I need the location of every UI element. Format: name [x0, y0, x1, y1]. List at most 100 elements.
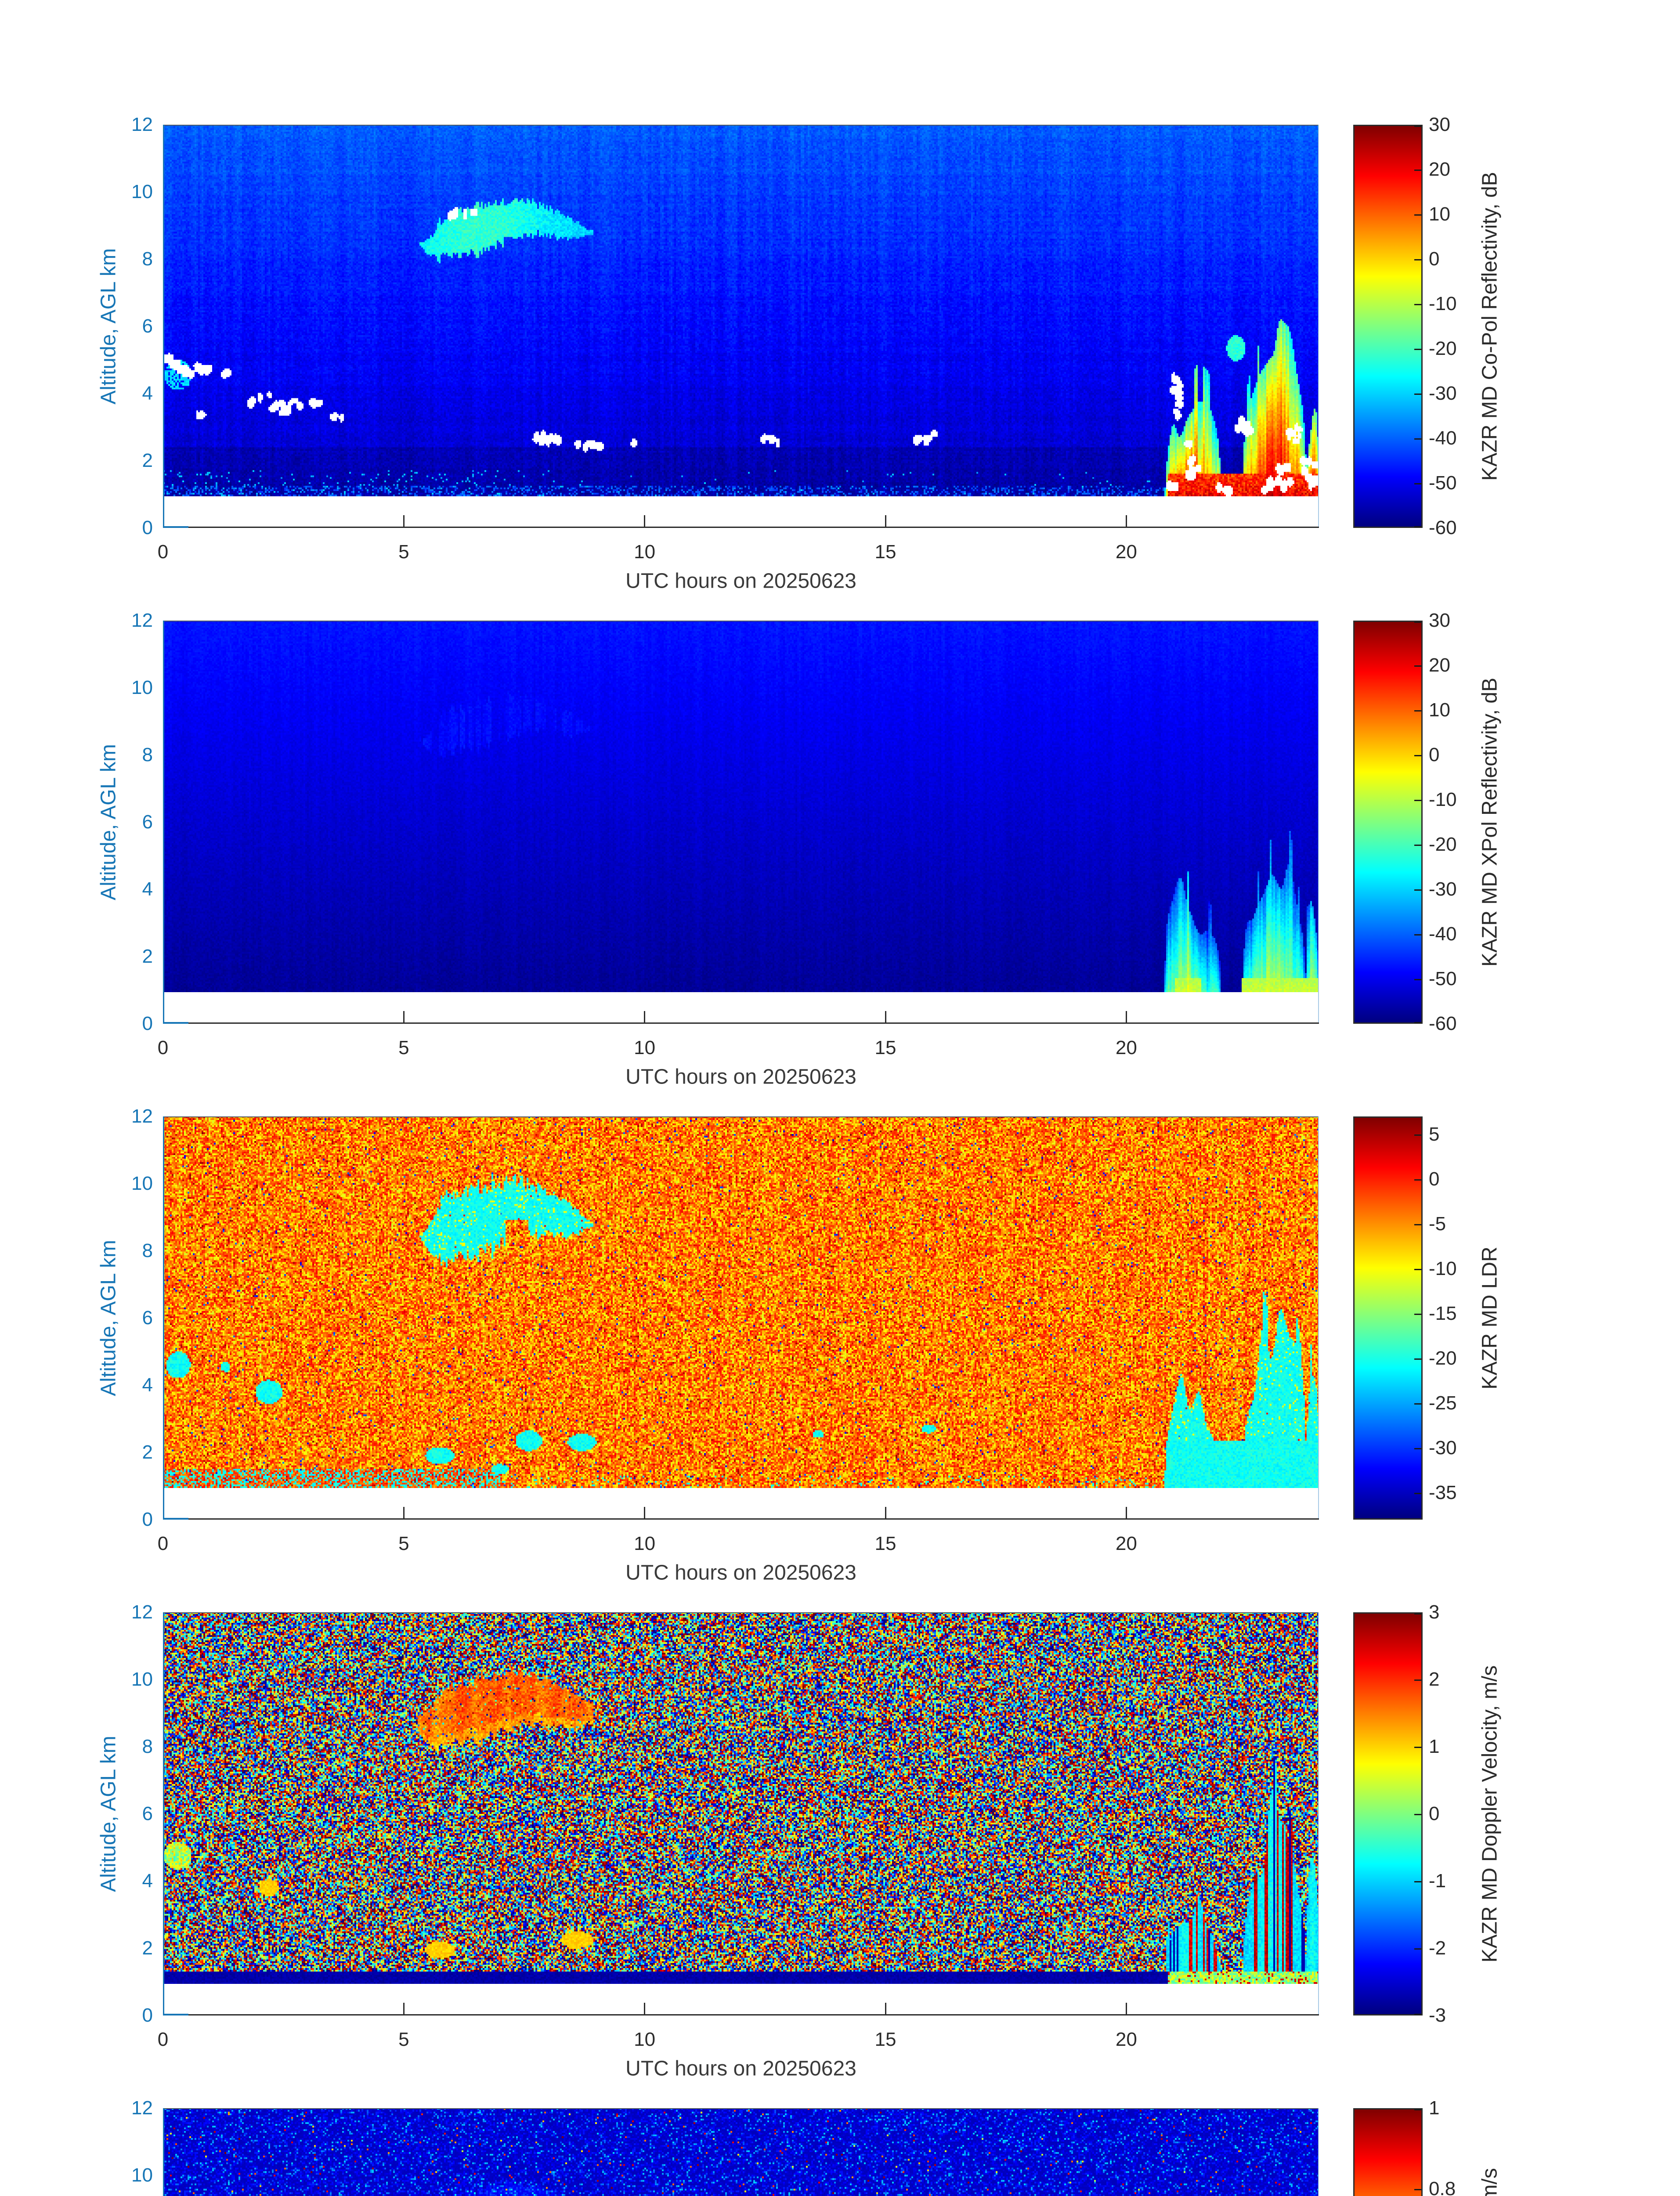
colorbar-tick-label: 3 — [1429, 1601, 1440, 1623]
x-tick-mark — [644, 1507, 646, 1518]
colorbar-tick-mark — [1414, 1313, 1421, 1315]
colorbar-tick-mark — [1414, 349, 1421, 350]
colorbar-label: KAZR MD LDR — [1478, 1246, 1502, 1390]
colorbar — [1353, 1116, 1423, 1520]
x-tick-label: 15 — [874, 1533, 896, 1554]
colorbar-tick-mark — [1414, 1403, 1421, 1405]
x-tick-mark — [403, 1507, 405, 1518]
colorbar-tick-label: 30 — [1429, 114, 1450, 135]
x-tick-mark — [1125, 1507, 1127, 1518]
y-tick-label: 2 — [142, 450, 153, 471]
colorbar-tick-label: -40 — [1429, 427, 1457, 449]
y-tick-label: 10 — [131, 677, 153, 698]
colorbar-tick-label: 10 — [1429, 699, 1450, 721]
colorbar-tick-label: 30 — [1429, 610, 1450, 631]
x-tick-mark — [644, 1011, 646, 1022]
colorbar — [1353, 125, 1423, 528]
colorbar-tick-label: 20 — [1429, 159, 1450, 180]
axis-spine-right — [1318, 125, 1319, 528]
x-tick-mark — [1125, 1011, 1127, 1022]
axis-spine-left — [163, 1116, 164, 1520]
axis-spine-top — [163, 1612, 1319, 1613]
y-tick-label: 10 — [131, 2164, 153, 2186]
x-tick-label: 5 — [398, 541, 409, 563]
axis-spine-bottom — [163, 2014, 1319, 2015]
colorbar-tick-mark — [1414, 483, 1421, 484]
colorbar-tick-mark — [1414, 1492, 1421, 1494]
heatmap-canvas — [163, 2108, 1319, 2196]
x-tick-label: 20 — [1115, 1037, 1137, 1058]
x-tick-mark — [1125, 2003, 1127, 2014]
colorbar-tick-label: -1 — [1429, 1870, 1446, 1892]
x-tick-label: 5 — [398, 1037, 409, 1058]
colorbar-tick-label: -2 — [1429, 1937, 1446, 1959]
colorbar-tick-mark — [1414, 170, 1421, 171]
y-tick-label: 8 — [142, 1736, 153, 1757]
y-tick-label: 12 — [131, 610, 153, 631]
colorbar-tick-mark — [1414, 1179, 1421, 1181]
colorbar-label: KAZR MD XPol Reflectivity, dB — [1478, 678, 1502, 967]
x-tick-label: 15 — [874, 541, 896, 563]
colorbar-tick-label: -5 — [1429, 1213, 1446, 1235]
colorbar-tick-mark — [1414, 1134, 1421, 1136]
colorbar-tick-mark — [1414, 934, 1421, 935]
colorbar-tick-mark — [1414, 126, 1421, 127]
colorbar-label: KAZR MD Spectral Width, m/s — [1478, 2168, 1502, 2196]
colorbar-tick-label: 10 — [1429, 203, 1450, 225]
x-tick-label: 10 — [634, 1533, 656, 1554]
heatmap-canvas — [163, 1116, 1319, 1520]
colorbar-gradient — [1355, 1614, 1421, 2014]
colorbar-tick-mark — [1414, 214, 1421, 216]
colorbar-tick-label: 5 — [1429, 1123, 1440, 1145]
colorbar-tick-label: -30 — [1429, 1437, 1457, 1459]
radar-panel-velocity: Altitude, AGL km 0 2 4 6 8 10 12 0 5 10 15 20 UTC … — [0, 1601, 1680, 2112]
x-tick-label: 5 — [398, 1533, 409, 1554]
colorbar-tick-label: -60 — [1429, 517, 1457, 538]
colorbar-tick-label: -30 — [1429, 878, 1457, 900]
axis-spine-left — [163, 2108, 164, 2196]
colorbar-tick-mark — [1414, 2109, 1421, 2110]
y-zero-tick-mark — [163, 1022, 188, 1024]
x-tick-mark — [885, 1507, 886, 1518]
y-tick-label: 6 — [142, 1307, 153, 1329]
colorbar-tick-mark — [1414, 1448, 1421, 1449]
heatmap-plot — [163, 125, 1319, 528]
colorbar-tick-label: 2 — [1429, 1669, 1440, 1690]
colorbar-tick-mark — [1414, 304, 1421, 305]
y-tick-label: 0 — [142, 1013, 153, 1034]
y-tick-label: 2 — [142, 946, 153, 967]
axis-spine-right — [1318, 1116, 1319, 1520]
y-tick-label: 10 — [131, 1669, 153, 1690]
colorbar-tick-label: -35 — [1429, 1481, 1457, 1503]
x-tick-label: 15 — [874, 2029, 896, 2050]
colorbar-tick-mark — [1414, 1224, 1421, 1225]
colorbar-tick-label: 0 — [1429, 248, 1440, 270]
colorbar-tick-label: 0 — [1429, 1803, 1440, 1824]
y-tick-label: 2 — [142, 1937, 153, 1959]
colorbar-tick-mark — [1414, 1613, 1421, 1614]
y-tick-label: 12 — [131, 1105, 153, 1127]
y-tick-label: 12 — [131, 2097, 153, 2119]
y-tick-label: 6 — [142, 1803, 153, 1824]
axis-spine-left — [163, 1612, 164, 2015]
colorbar-label: KAZR MD Co-Pol Reflectivity, dB — [1478, 172, 1502, 481]
heatmap-canvas — [163, 125, 1319, 528]
colorbar-tick-label: -50 — [1429, 472, 1457, 494]
y-zero-tick-mark — [163, 1518, 188, 1520]
x-tick-mark — [885, 515, 886, 527]
colorbar-tick-mark — [1414, 755, 1421, 756]
colorbar-tick-mark — [1414, 526, 1421, 527]
x-tick-label: 10 — [634, 541, 656, 563]
colorbar-tick-label: -20 — [1429, 338, 1457, 359]
heatmap-plot — [163, 1612, 1319, 2015]
colorbar-tick-label: -20 — [1429, 834, 1457, 855]
x-tick-label: 0 — [157, 2029, 169, 2050]
x-tick-label: 20 — [1115, 2029, 1137, 2050]
colorbar-tick-mark — [1414, 1358, 1421, 1360]
colorbar-gradient — [1355, 622, 1421, 1022]
colorbar-tick-mark — [1414, 845, 1421, 846]
y-tick-label: 6 — [142, 811, 153, 833]
heatmap-plot — [163, 621, 1319, 1024]
x-axis-label: UTC hours on 20250623 — [625, 1561, 856, 1585]
